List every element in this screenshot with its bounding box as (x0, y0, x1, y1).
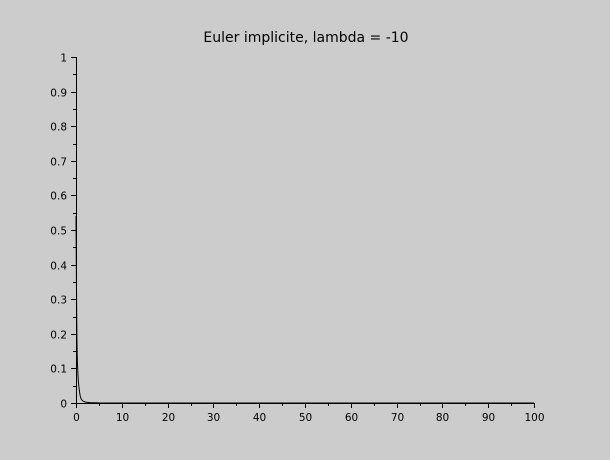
x-tick-label: 50 (299, 412, 312, 424)
x-tick-label: 70 (391, 412, 404, 424)
x-tick-label: 60 (345, 412, 358, 424)
y-tick-label: 0.4 (50, 261, 67, 273)
x-tick-label: 100 (524, 412, 544, 424)
y-tick-label: 0.5 (50, 226, 67, 238)
plot-lines (75, 216, 534, 404)
axes: 0 10 20 30 40 50 60 70 80 90 100 0 0.1 0.2 0.3 0.4 0.5 0.… (50, 53, 544, 425)
y-tick-label: 0.9 (50, 88, 67, 100)
x-tick-label: 90 (482, 412, 495, 424)
y-tick-label: 0.7 (50, 157, 67, 169)
chart-title: Euler implicite, lambda = -10 (203, 30, 408, 46)
x-tick-label: 30 (207, 412, 220, 424)
y-tick-label: 0.1 (50, 364, 67, 376)
y-tick-label: 0.3 (50, 295, 67, 307)
x-tick-label: 40 (253, 412, 266, 424)
y-tick-label: 0.2 (50, 330, 67, 342)
x-tick-label: 80 (436, 412, 449, 424)
y-tick-label: 0.6 (50, 191, 67, 203)
y-tick-label: 1 (60, 53, 67, 65)
x-tick-label: 0 (73, 412, 80, 424)
x-tick-label: 10 (116, 412, 129, 424)
y-tick-label: 0 (60, 399, 67, 411)
series-line-0 (75, 216, 534, 404)
y-tick-label: 0.8 (50, 122, 67, 134)
x-tick-label: 20 (162, 412, 175, 424)
